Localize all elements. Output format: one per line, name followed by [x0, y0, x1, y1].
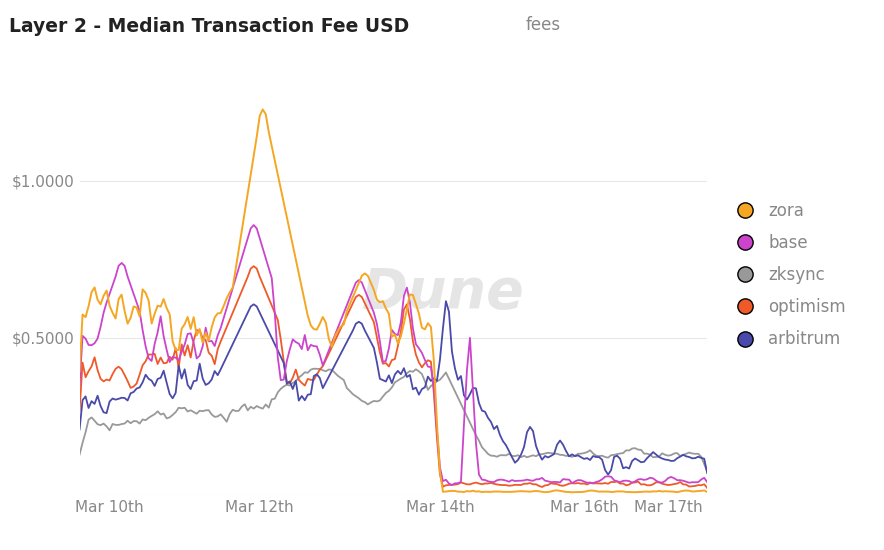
Text: fees: fees — [526, 16, 561, 35]
Legend: zora, base, zksync, optimism, arbitrum: zora, base, zksync, optimism, arbitrum — [722, 195, 853, 355]
Text: Dune: Dune — [362, 266, 525, 320]
Text: Layer 2 - Median Transaction Fee USD: Layer 2 - Median Transaction Fee USD — [9, 16, 409, 36]
